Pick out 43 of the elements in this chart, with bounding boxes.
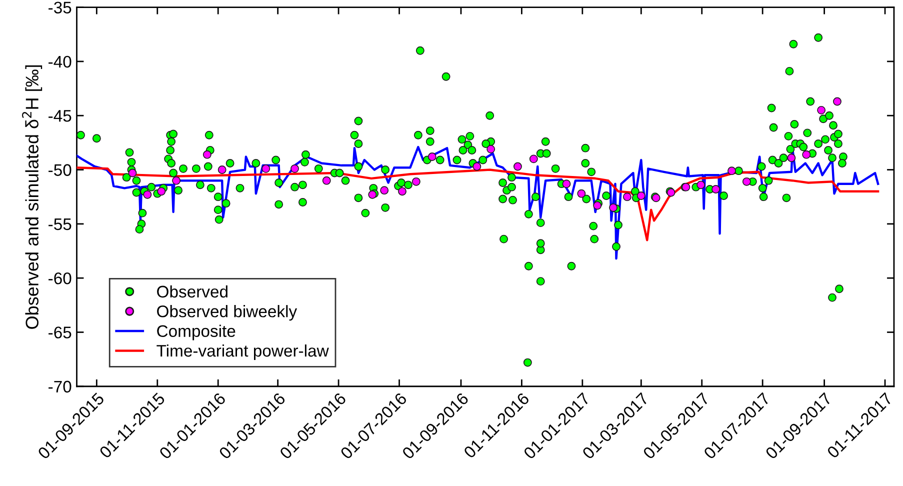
point (472, 162, 482, 171)
y-tick-label: -45 (48, 110, 72, 122)
point (428, 152, 436, 161)
point (609, 203, 618, 212)
point (742, 177, 751, 186)
point (412, 177, 420, 186)
point (486, 144, 496, 154)
point (636, 192, 646, 200)
y-tick-label: -70 (48, 380, 72, 393)
point (529, 154, 538, 164)
point (802, 150, 811, 159)
y-tick-label: -65 (48, 326, 72, 338)
point (696, 180, 706, 190)
point (157, 187, 166, 196)
point (380, 186, 389, 195)
point (513, 162, 522, 171)
legend-label: Composite (157, 324, 236, 340)
point (712, 185, 720, 194)
point (562, 180, 571, 188)
point (218, 166, 226, 174)
y-tick-label: -35 (48, 2, 72, 14)
point (128, 168, 137, 178)
legend-label: Observed biweekly (157, 305, 298, 321)
point (262, 164, 270, 173)
point (322, 176, 331, 185)
y-tick-label: -50 (48, 164, 72, 176)
point (787, 154, 796, 162)
point (172, 176, 181, 185)
y-axis-title: Observed and simulated δ$^{2}$H [‰] (22, 65, 42, 329)
point (290, 164, 299, 173)
y-tick-label: -60 (48, 272, 72, 284)
point (817, 106, 826, 114)
y-tick-label: -40 (48, 56, 72, 68)
point (577, 189, 586, 198)
point (833, 97, 842, 106)
point (202, 150, 212, 159)
y-tick-label: -55 (48, 218, 72, 230)
point (143, 190, 152, 199)
legend-label: Time-variant power-law (156, 344, 329, 360)
point (622, 192, 632, 202)
legend-label: Observed (157, 285, 228, 298)
point (727, 166, 736, 176)
point (398, 187, 406, 196)
